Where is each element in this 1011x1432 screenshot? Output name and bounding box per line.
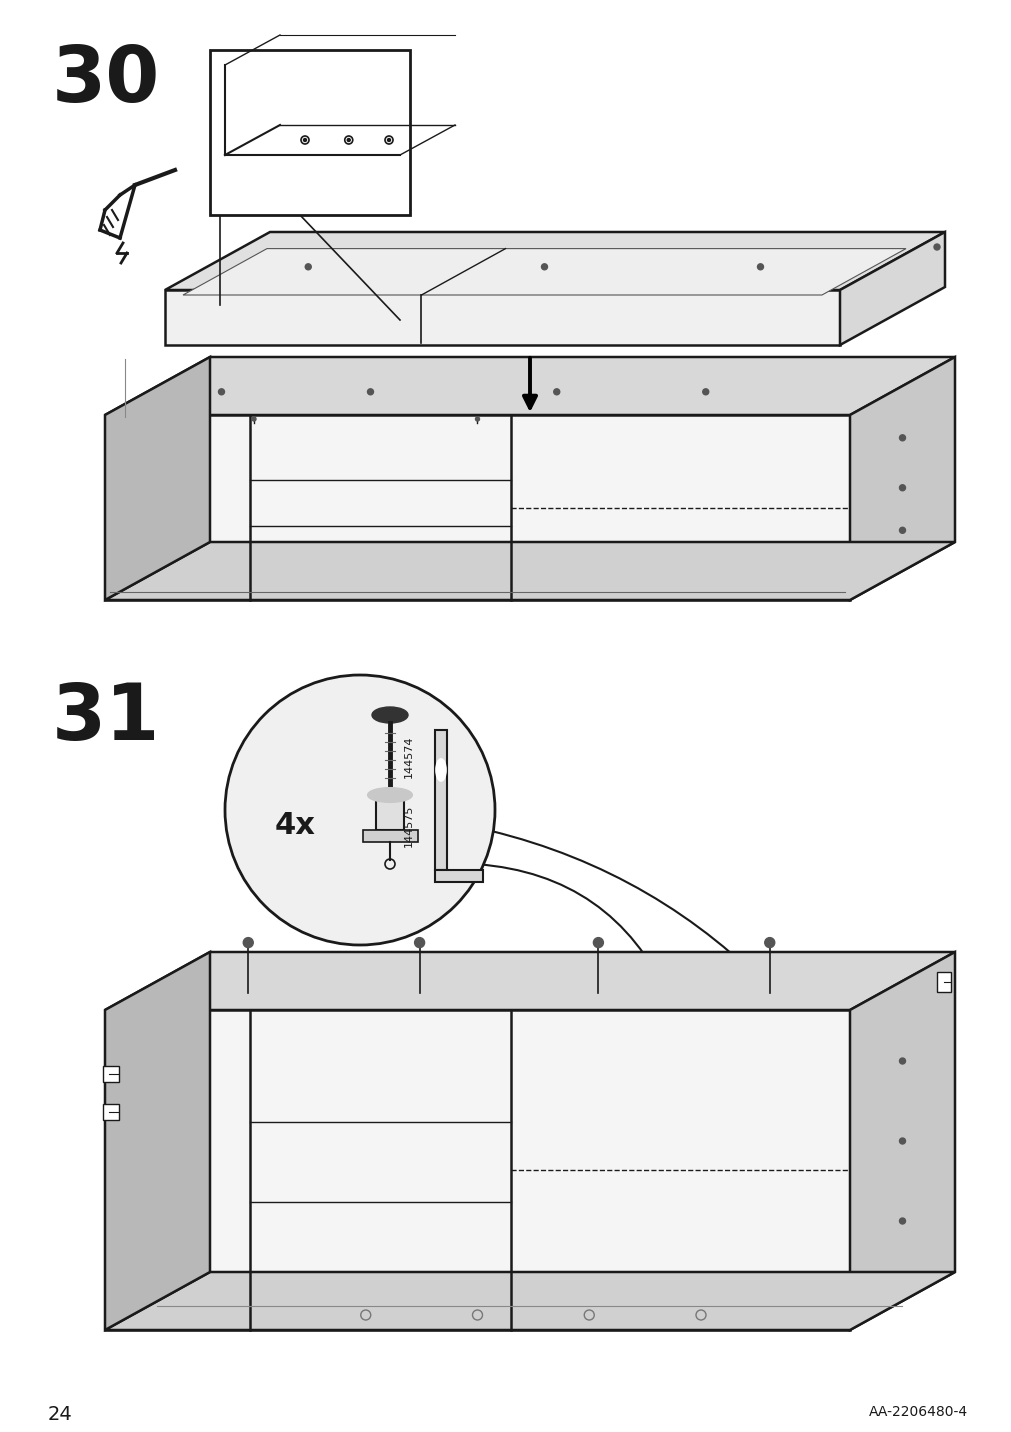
Circle shape bbox=[553, 390, 559, 395]
Circle shape bbox=[387, 139, 390, 142]
Bar bbox=[103, 1065, 119, 1083]
Circle shape bbox=[475, 417, 479, 421]
Circle shape bbox=[899, 1138, 905, 1144]
Circle shape bbox=[592, 938, 603, 948]
Polygon shape bbox=[105, 357, 954, 415]
Circle shape bbox=[303, 139, 306, 142]
Circle shape bbox=[899, 527, 905, 533]
Ellipse shape bbox=[368, 788, 411, 802]
Bar bbox=[936, 972, 950, 992]
Polygon shape bbox=[849, 357, 954, 600]
Circle shape bbox=[243, 938, 253, 948]
Circle shape bbox=[347, 139, 350, 142]
Circle shape bbox=[541, 263, 547, 269]
Polygon shape bbox=[105, 1010, 849, 1330]
Circle shape bbox=[757, 263, 762, 269]
Polygon shape bbox=[105, 952, 954, 1010]
Ellipse shape bbox=[372, 707, 407, 723]
Circle shape bbox=[764, 938, 774, 948]
Polygon shape bbox=[165, 232, 944, 291]
Bar bbox=[376, 795, 403, 831]
Circle shape bbox=[252, 417, 256, 421]
Bar bbox=[210, 50, 409, 215]
Circle shape bbox=[899, 1219, 905, 1224]
Text: 144575: 144575 bbox=[403, 805, 413, 848]
Circle shape bbox=[899, 485, 905, 491]
Bar bbox=[103, 1104, 119, 1120]
Polygon shape bbox=[435, 871, 482, 882]
Circle shape bbox=[218, 390, 224, 395]
Text: 31: 31 bbox=[52, 680, 160, 756]
Ellipse shape bbox=[436, 759, 446, 780]
Text: AA-2206480-4: AA-2206480-4 bbox=[868, 1405, 968, 1419]
Polygon shape bbox=[839, 232, 944, 345]
Bar bbox=[363, 831, 418, 842]
Polygon shape bbox=[105, 541, 954, 600]
Text: 144574: 144574 bbox=[403, 735, 413, 778]
Circle shape bbox=[305, 263, 311, 269]
Text: 24: 24 bbox=[48, 1405, 73, 1423]
Circle shape bbox=[224, 674, 494, 945]
Polygon shape bbox=[165, 291, 839, 345]
Polygon shape bbox=[849, 952, 954, 1330]
Circle shape bbox=[899, 1058, 905, 1064]
Circle shape bbox=[367, 390, 373, 395]
Polygon shape bbox=[183, 249, 905, 295]
Circle shape bbox=[899, 435, 905, 441]
Polygon shape bbox=[105, 1272, 954, 1330]
Circle shape bbox=[415, 938, 425, 948]
Circle shape bbox=[933, 243, 939, 251]
Polygon shape bbox=[435, 730, 447, 871]
Polygon shape bbox=[105, 357, 210, 600]
Circle shape bbox=[702, 390, 708, 395]
Polygon shape bbox=[105, 415, 849, 600]
Text: 30: 30 bbox=[52, 42, 160, 117]
Text: 4x: 4x bbox=[275, 811, 315, 839]
Polygon shape bbox=[105, 952, 210, 1330]
